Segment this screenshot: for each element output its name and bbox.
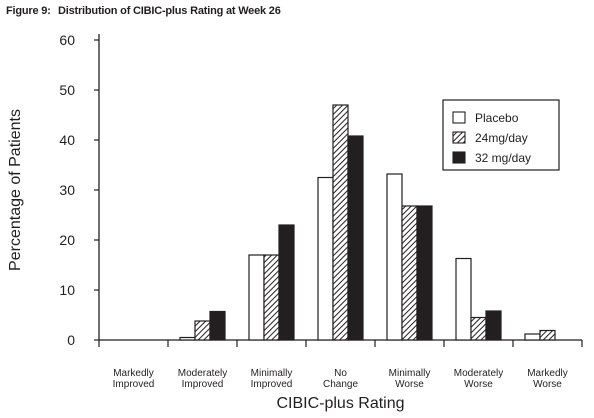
y-tick-label: 30 [59,182,75,198]
legend-swatch-open [452,111,466,124]
legend-swatch-hatched [452,131,466,144]
legend-label: 32 mg/day [475,151,531,165]
figure-heading: Figure 9: Distribution of CIBIC-plus Rati… [6,5,281,17]
x-tick-label: No Change [323,368,358,390]
y-tick-label: 50 [59,82,75,98]
chart-title: Distribution of CIBIC-plus Rating at Wee… [58,5,281,17]
y-tick-label: 0 [67,332,75,348]
bars [179,104,556,341]
axes: 0 10 20 30 40 50 60 Markedly Improved Moderately I… [7,32,583,412]
bar-hatched [263,254,280,341]
bar-open [317,176,334,341]
legend: Placebo 24mg/day 32 mg/day [442,99,560,171]
x-tick-label: Minimally Improved [251,368,293,390]
bar-hatched [470,316,487,341]
legend-label: Placebo [475,111,519,125]
y-tick-label: 20 [59,232,75,248]
bar-open [179,336,196,341]
bar-open [386,173,403,341]
bar-solid [278,224,295,341]
x-tick-label: Minimally Worse [389,368,431,390]
x-axis-label: CIBIC-plus Rating [276,395,404,412]
y-tick-label: 40 [59,132,75,148]
bar-open [248,254,265,341]
bar-solid [485,310,502,341]
legend-label: 24mg/day [475,131,528,145]
bar-hatched [539,329,556,341]
x-tick-label: Moderately Worse [454,368,503,390]
y-tick-label: 60 [59,32,75,48]
bar-hatched [194,320,211,341]
bar-solid [209,310,226,341]
x-tick-label: Markedly Improved [113,368,155,390]
legend-swatch-solid [452,151,466,164]
bar-solid [347,135,364,341]
y-tick-label: 10 [59,282,75,298]
bar-hatched [332,104,349,341]
bar-hatched [401,205,418,341]
x-tick-label: Markedly Worse [527,368,568,390]
bar-open [455,257,472,341]
y-axis-label: Percentage of Patients [7,109,24,271]
bar-solid [416,205,433,341]
bar-open [524,333,541,341]
x-tick-label: Moderately Improved [178,368,227,390]
figure-label: Figure 9: [6,5,51,17]
